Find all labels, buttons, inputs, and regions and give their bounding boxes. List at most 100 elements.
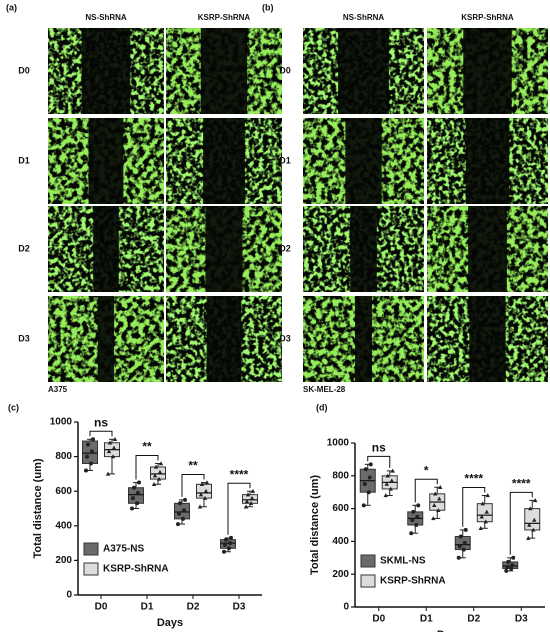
panel-label: (b) bbox=[262, 2, 274, 12]
data-point bbox=[510, 563, 515, 568]
significance-bracket bbox=[227, 482, 251, 535]
row-label: D0 bbox=[279, 65, 291, 75]
column-header: KSRP-ShRNA bbox=[461, 13, 514, 22]
scratch-gap bbox=[355, 296, 372, 382]
x-tick-label: D0 bbox=[95, 602, 108, 613]
data-point bbox=[456, 555, 461, 560]
data-point bbox=[506, 559, 511, 564]
data-point bbox=[136, 490, 140, 495]
data-point bbox=[479, 514, 484, 519]
panel-label: (a) bbox=[6, 2, 17, 12]
data-point bbox=[107, 440, 113, 445]
legend-label: A375-NS bbox=[103, 544, 144, 555]
significance-label: * bbox=[424, 463, 429, 477]
data-point bbox=[249, 495, 255, 500]
y-axis-label: Total distance (um) bbox=[309, 475, 321, 575]
data-point bbox=[389, 478, 394, 483]
y-tick-label: 800 bbox=[332, 470, 349, 481]
legend-swatch bbox=[83, 542, 99, 556]
data-point bbox=[366, 490, 371, 495]
data-point bbox=[176, 522, 180, 527]
scratch-gap bbox=[205, 206, 243, 292]
data-point bbox=[505, 564, 510, 569]
data-point bbox=[228, 541, 232, 546]
y-tick-label: 200 bbox=[55, 555, 72, 566]
data-point bbox=[90, 449, 94, 454]
data-point bbox=[363, 467, 368, 472]
data-point bbox=[158, 461, 164, 466]
data-point bbox=[181, 516, 185, 521]
legend-label: KSRP-ShRNA bbox=[380, 576, 446, 587]
data-point bbox=[480, 501, 485, 506]
data-point bbox=[416, 503, 421, 508]
data-point bbox=[131, 496, 135, 501]
data-point bbox=[361, 503, 366, 508]
y-tick-label: 400 bbox=[55, 520, 72, 531]
data-point bbox=[245, 492, 251, 497]
significance-bracket bbox=[181, 474, 205, 497]
scratch-gap bbox=[468, 206, 507, 292]
data-point bbox=[91, 437, 95, 442]
data-point bbox=[390, 468, 395, 473]
data-point bbox=[112, 437, 118, 441]
scratch-gap bbox=[338, 28, 389, 114]
data-point bbox=[227, 546, 231, 551]
significance-label: ns bbox=[94, 415, 108, 429]
data-point bbox=[385, 473, 390, 478]
data-point bbox=[244, 499, 250, 504]
significance-bracket bbox=[89, 430, 113, 437]
data-point bbox=[250, 488, 256, 493]
significance-bracket bbox=[414, 478, 438, 503]
x-axis-label: Days bbox=[157, 617, 183, 629]
y-tick-label: 0 bbox=[343, 602, 349, 613]
row-label: D2 bbox=[279, 243, 291, 253]
data-point bbox=[531, 527, 536, 532]
data-point bbox=[532, 517, 537, 522]
scratch-gap bbox=[469, 296, 506, 382]
cell-line-label: A375 bbox=[48, 385, 68, 394]
data-point bbox=[153, 464, 159, 469]
data-point bbox=[111, 445, 117, 450]
y-tick-label: 800 bbox=[55, 451, 72, 462]
x-tick-label: D3 bbox=[233, 602, 246, 613]
data-point bbox=[223, 542, 227, 547]
data-point bbox=[457, 544, 462, 549]
data-point bbox=[462, 541, 467, 546]
legend-swatch bbox=[360, 554, 376, 568]
data-point bbox=[229, 535, 233, 540]
box bbox=[82, 440, 98, 465]
data-point bbox=[86, 442, 90, 447]
data-point bbox=[106, 449, 112, 454]
data-point bbox=[156, 476, 162, 481]
column-header: NS-ShRNA bbox=[85, 13, 127, 22]
data-point bbox=[384, 481, 389, 486]
column-header: NS-ShRNA bbox=[343, 13, 385, 22]
x-tick-label: D1 bbox=[420, 614, 433, 625]
data-point bbox=[463, 527, 468, 532]
scratch-gap bbox=[203, 118, 245, 204]
data-point bbox=[110, 454, 116, 459]
data-point bbox=[526, 535, 531, 540]
significance-bracket bbox=[462, 486, 486, 527]
data-point bbox=[203, 488, 209, 493]
significance-label: ** bbox=[188, 459, 198, 473]
data-point bbox=[383, 493, 388, 498]
data-point bbox=[409, 531, 414, 536]
column-header: KSRP-ShRNA bbox=[198, 13, 251, 22]
scratch-gap bbox=[350, 206, 377, 292]
data-point bbox=[484, 509, 489, 514]
data-point bbox=[132, 485, 136, 490]
data-point bbox=[527, 522, 532, 527]
data-point bbox=[198, 492, 204, 497]
row-label: D0 bbox=[18, 65, 30, 75]
data-point bbox=[199, 481, 205, 486]
box bbox=[196, 483, 212, 499]
data-point bbox=[432, 503, 437, 508]
data-point bbox=[197, 504, 203, 509]
y-tick-label: 600 bbox=[332, 503, 349, 514]
data-point bbox=[178, 501, 182, 506]
data-point bbox=[84, 468, 88, 473]
significance-bracket bbox=[135, 455, 159, 480]
row-label: D3 bbox=[279, 333, 291, 343]
x-tick-label: D3 bbox=[515, 614, 528, 625]
